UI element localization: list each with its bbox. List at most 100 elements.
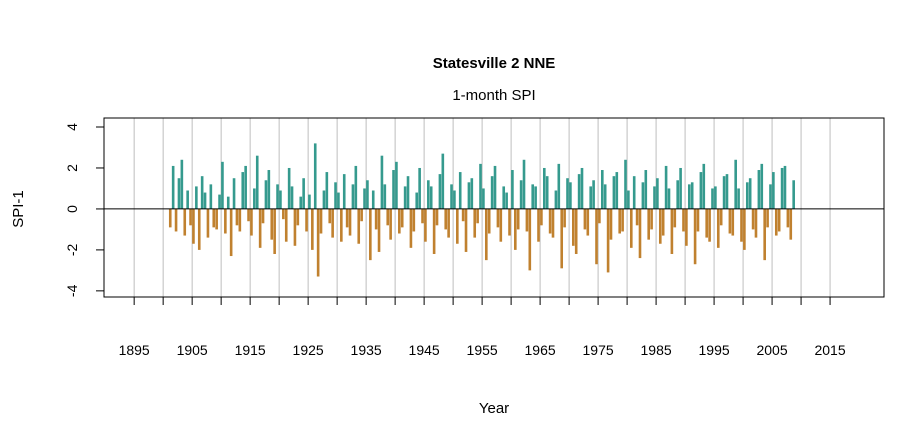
spi-bar [737,188,740,209]
spi-bar [485,208,488,261]
spi-bar [421,208,424,224]
spi-bar [545,176,549,209]
spi-bar [479,163,482,209]
spi-bar [284,208,288,242]
spi-bar [641,182,645,209]
spi-bar [569,182,572,209]
spi-bar [412,208,416,232]
spi-bar [261,208,265,224]
spi-bar [603,184,607,209]
spi-bar [299,196,303,209]
spi-bar [682,208,685,232]
spi-bar [311,208,314,250]
y-tick-label: 2 [64,164,80,172]
spi-bar [774,208,778,236]
spi-bar [453,190,456,209]
spi-bar [369,208,372,261]
spi-bar [586,208,590,236]
spi-bar [757,170,761,209]
spi-bar [650,208,653,230]
spi-bar [253,188,256,209]
spi-bar [255,155,259,209]
spi-bar [592,180,595,209]
spi-bar [514,208,517,250]
spi-bar [357,208,361,244]
spi-bar [615,172,619,209]
spi-bar [473,208,477,238]
spi-bar [574,208,578,254]
spi-bar [598,208,601,224]
x-tick-label: 1995 [699,342,730,358]
spi-bar [516,208,520,230]
x-tick-label: 1895 [119,342,150,358]
x-tick-label: 1955 [467,342,498,358]
spi-bar [197,208,201,250]
spi-bar [743,208,746,250]
spi-bar [644,170,648,209]
spi-bar [676,180,679,209]
spi-bar [508,208,511,236]
spi-bar [711,188,714,209]
y-tick-label: -2 [64,243,80,256]
spi-bar [221,161,224,209]
spi-bar [769,184,772,209]
spi-bar [209,184,213,209]
spi-bar [531,184,535,209]
spi-bar [563,208,566,228]
spi-bar [780,167,784,209]
spi-bar [168,208,172,228]
spi-bar [638,208,642,259]
chart-title: Statesville 2 NNE [433,55,556,72]
spi-bar [273,208,276,254]
y-tick-label: -4 [64,284,80,297]
spi-bar [499,208,503,242]
spi-bar [551,208,555,238]
spi-bar [235,208,239,226]
spi-bar [624,159,627,209]
spi-bar [200,176,204,209]
y-axis-label: SPI-1 [10,190,27,228]
spi-bar [424,208,427,242]
spi-bar [371,190,375,209]
spi-bar [792,180,795,209]
spi-bar [461,208,465,222]
spi-bar [363,188,366,209]
spi-bar [418,167,421,209]
spi-bar [377,208,381,252]
spi-bar [302,178,305,209]
spi-bar [296,208,300,226]
spi-bar [760,163,764,209]
spi-bar [751,208,755,230]
spi-bar [392,170,395,209]
spi-bar [427,180,430,209]
spi-bar [621,208,624,232]
spi-bar [380,155,384,209]
spi-bar [685,208,688,246]
spi-bar [534,186,537,209]
spi-bar [192,208,195,244]
spi-bar [600,170,604,209]
spi-bar [348,208,352,236]
spi-bar [447,208,450,238]
spi-bar [282,208,285,220]
spi-bar [238,208,242,232]
spi-bar [653,186,656,209]
spi-bar [490,176,494,209]
x-tick-label: 1975 [583,342,614,358]
x-tick-label: 1945 [409,342,440,358]
spi-bar [560,208,564,269]
spi-bar [740,208,743,242]
spi-bar [250,208,253,236]
spi-bar [444,208,448,230]
spi-bar [595,208,598,265]
spi-bar [450,184,453,209]
x-tick-label: 1965 [525,342,556,358]
spi-bar [502,186,506,209]
spi-bar [195,186,198,209]
x-tick-label: 1905 [177,342,208,358]
spi-bar [334,182,337,209]
spi-bar [224,208,227,234]
spi-bar [609,208,613,240]
spi-bar [476,208,479,224]
